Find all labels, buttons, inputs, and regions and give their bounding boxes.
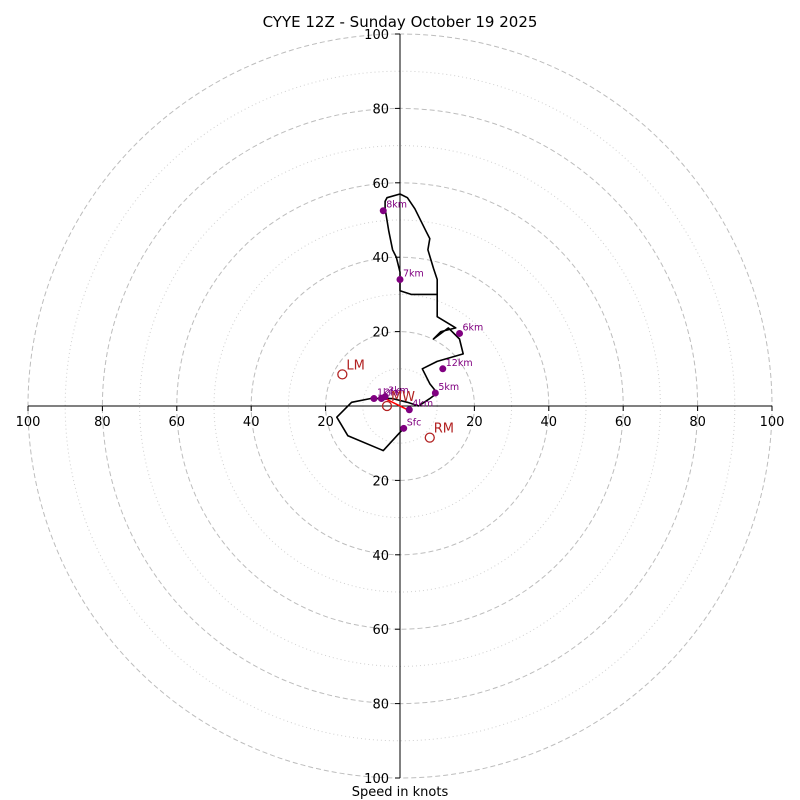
x-tick-label: 60 <box>169 415 186 430</box>
x-tick-label: 60 <box>615 415 632 430</box>
height-marker-label: 1km <box>377 388 398 399</box>
y-tick-label: 80 <box>372 102 389 117</box>
axis-ticks: 100 80 60 40 20 20 40 60 80 100 100 80 60 40 20 20 40 60 8… <box>16 28 785 787</box>
height-marker-label: 8km <box>386 200 407 211</box>
x-tick-label: 20 <box>466 415 483 430</box>
height-marker-dot <box>370 395 378 403</box>
storm-motion-markers: LM RM MW <box>337 358 454 443</box>
x-tick-label: 40 <box>243 415 260 430</box>
y-tick-label: 40 <box>372 549 389 564</box>
height-marker-dot <box>439 365 447 373</box>
y-tick-label: 100 <box>364 772 389 787</box>
y-tick-label: 100 <box>364 28 389 43</box>
y-tick-label: 60 <box>372 177 389 192</box>
chart-title: CYYE 12Z - Sunday October 19 2025 <box>263 13 538 31</box>
height-marker-dot <box>405 406 413 414</box>
height-marker-dot <box>396 276 404 284</box>
storm-motion-label: MW <box>391 390 415 405</box>
y-tick-label: 80 <box>372 698 389 713</box>
storm-motion-marker <box>381 400 393 412</box>
shear-vector-line <box>384 397 408 411</box>
storm-motion-label: LM <box>346 358 364 373</box>
height-marker-dot <box>381 393 389 401</box>
x-tick-label: 20 <box>317 415 334 430</box>
x-tick-label: 80 <box>689 415 706 430</box>
storm-motion-marker <box>424 432 435 443</box>
height-marker-dot <box>456 329 464 337</box>
height-marker-label: 12km <box>446 358 473 369</box>
height-marker-dot <box>379 207 387 215</box>
storm-motion-marker <box>337 369 348 380</box>
x-tick-label: 100 <box>16 415 41 430</box>
y-tick-label: 20 <box>372 326 389 341</box>
y-tick-label: 60 <box>372 623 389 638</box>
height-marker-label: Sfc <box>407 417 422 428</box>
height-marker-label: 2km <box>384 388 405 399</box>
height-marker-label: 3km <box>388 386 409 397</box>
x-tick-label: 100 <box>760 415 785 430</box>
height-marker-label: 5km <box>438 382 459 393</box>
height-marker-label: 7km <box>403 269 424 280</box>
height-marker-label: 6km <box>463 322 484 333</box>
storm-motion-label: RM <box>434 422 454 437</box>
height-marker-dot <box>431 389 439 397</box>
height-marker-label: 4km <box>412 399 433 410</box>
x-tick-label: 40 <box>541 415 558 430</box>
x-tick-label: 80 <box>94 415 111 430</box>
x-axis-label: Speed in knots <box>352 785 449 800</box>
y-tick-label: 20 <box>372 474 389 489</box>
y-tick-label: 40 <box>372 251 389 266</box>
height-marker-dot <box>400 424 408 432</box>
